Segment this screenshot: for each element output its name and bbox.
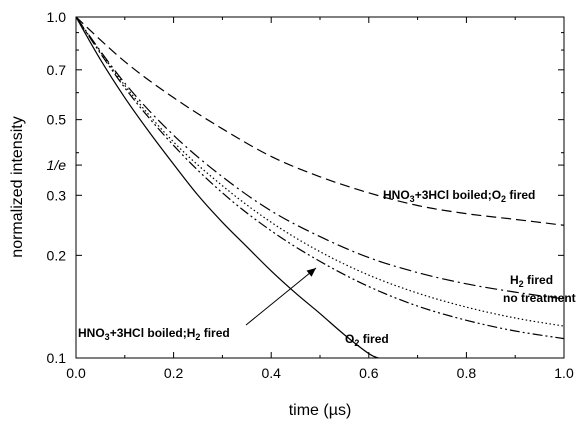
annotation-text: fired xyxy=(200,326,229,340)
annotation-text: fired xyxy=(506,188,535,202)
annotation-subscript: 2 xyxy=(501,194,506,204)
annotation-text: +3HCl boiled;O xyxy=(415,188,501,202)
annotation-subscript: 2 xyxy=(195,332,200,342)
y-tick-label: 0.7 xyxy=(47,62,67,78)
annotation-text: +3HCl boiled;H xyxy=(110,326,196,340)
annotation-label: HNO3+3HCl boiled;H2 fired xyxy=(78,326,230,342)
annotation-arrow-shaft xyxy=(245,267,317,326)
annotation-label: HNO3+3HCl boiled;O2 fired xyxy=(383,188,535,204)
y-tick-label: 0.2 xyxy=(47,247,67,263)
plot-lines xyxy=(75,16,565,359)
y-axis-title: normalized intensity xyxy=(9,116,26,257)
axes: 0.0 0.2 0.4 0.6 0.8 1.0 1.0 0.7 0.5 1/e 0.3 0.2 0.1 xyxy=(47,9,574,381)
annotation-text: fired xyxy=(524,273,553,287)
y-tick-label: 0.3 xyxy=(47,187,67,203)
annotation-text: HNO xyxy=(383,188,410,202)
x-tick-label: 0.4 xyxy=(261,365,281,381)
annotation-text: fired xyxy=(359,332,388,346)
series-line xyxy=(75,16,379,359)
annotation-subscript: 2 xyxy=(354,338,359,348)
series-line xyxy=(75,16,565,226)
annotation-label: O2 fired xyxy=(345,332,389,348)
x-tick-label: 0.2 xyxy=(164,365,184,381)
annotation-text: H xyxy=(510,273,519,287)
annotation-subscript: 3 xyxy=(105,332,110,342)
annotation-subscript: 2 xyxy=(519,279,524,289)
annotation-label: H2 fired xyxy=(510,273,553,289)
y-tick-label: 1/e xyxy=(47,157,67,173)
x-tick-label: 1.0 xyxy=(554,365,574,381)
annotation-label: no treatment xyxy=(503,291,576,305)
annotation-text: HNO xyxy=(78,326,105,340)
annotation-text: no treatment xyxy=(503,291,576,305)
annotation-text: O xyxy=(345,332,354,346)
y-tick-label: 0.1 xyxy=(47,350,67,366)
x-tick-label: 0.6 xyxy=(359,365,379,381)
arrow-head-icon xyxy=(306,268,316,277)
series-line xyxy=(75,16,565,340)
y-tick-label: 1.0 xyxy=(47,9,67,25)
y-tick-label: 0.5 xyxy=(47,112,67,128)
x-tick-label: 0.8 xyxy=(457,365,477,381)
series-line xyxy=(75,16,565,327)
series-line xyxy=(75,16,565,300)
x-tick-label: 0.0 xyxy=(66,365,86,381)
annotation-subscript: 3 xyxy=(410,194,415,204)
x-axis-title: time (µs) xyxy=(289,402,352,419)
